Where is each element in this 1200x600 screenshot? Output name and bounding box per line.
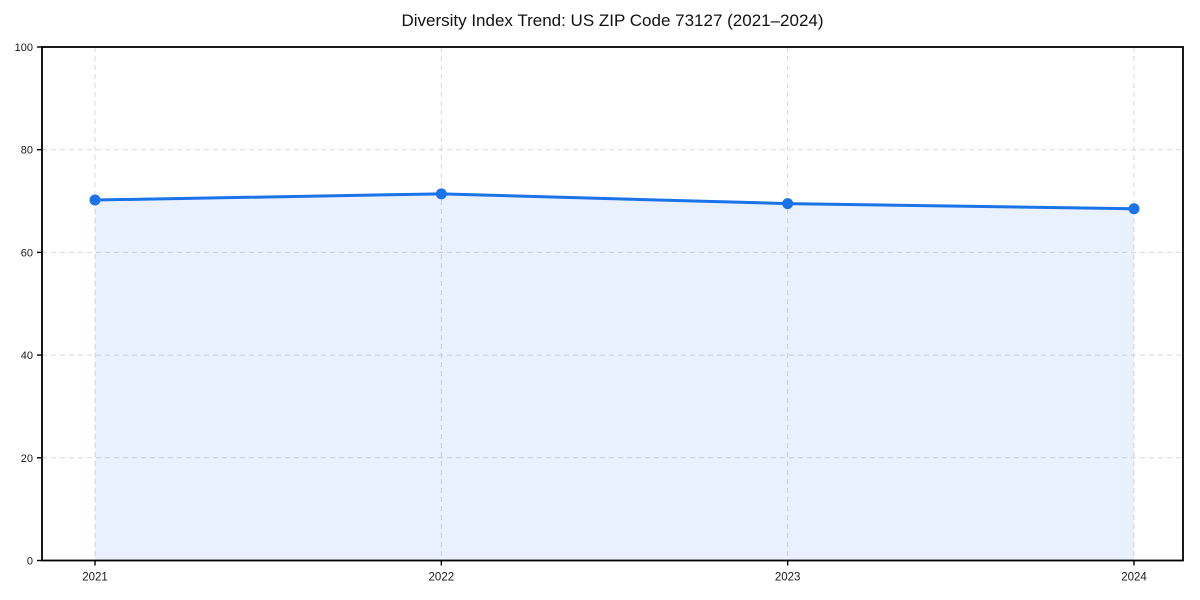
chart-title: Diversity Index Trend: US ZIP Code 73127… — [401, 11, 824, 30]
y-tick-label: 100 — [15, 42, 33, 54]
y-tick-label: 60 — [21, 247, 33, 259]
x-tick-label: 2023 — [775, 572, 801, 584]
y-tick-label: 40 — [21, 350, 33, 362]
y-tick-label: 0 — [27, 556, 33, 568]
x-tick-label: 2024 — [1121, 572, 1147, 584]
data-point — [89, 194, 101, 206]
plot-box — [41, 46, 1184, 562]
data-point — [782, 198, 794, 210]
x-tick-label: 2022 — [429, 572, 455, 584]
trend-line — [93, 192, 1136, 211]
y-tick-label: 80 — [21, 145, 33, 157]
data-point — [1128, 203, 1140, 215]
y-tick-label: 20 — [21, 453, 33, 465]
area-fill — [95, 193, 1134, 561]
data-point — [435, 188, 447, 200]
x-tick-label: 2021 — [82, 572, 108, 584]
